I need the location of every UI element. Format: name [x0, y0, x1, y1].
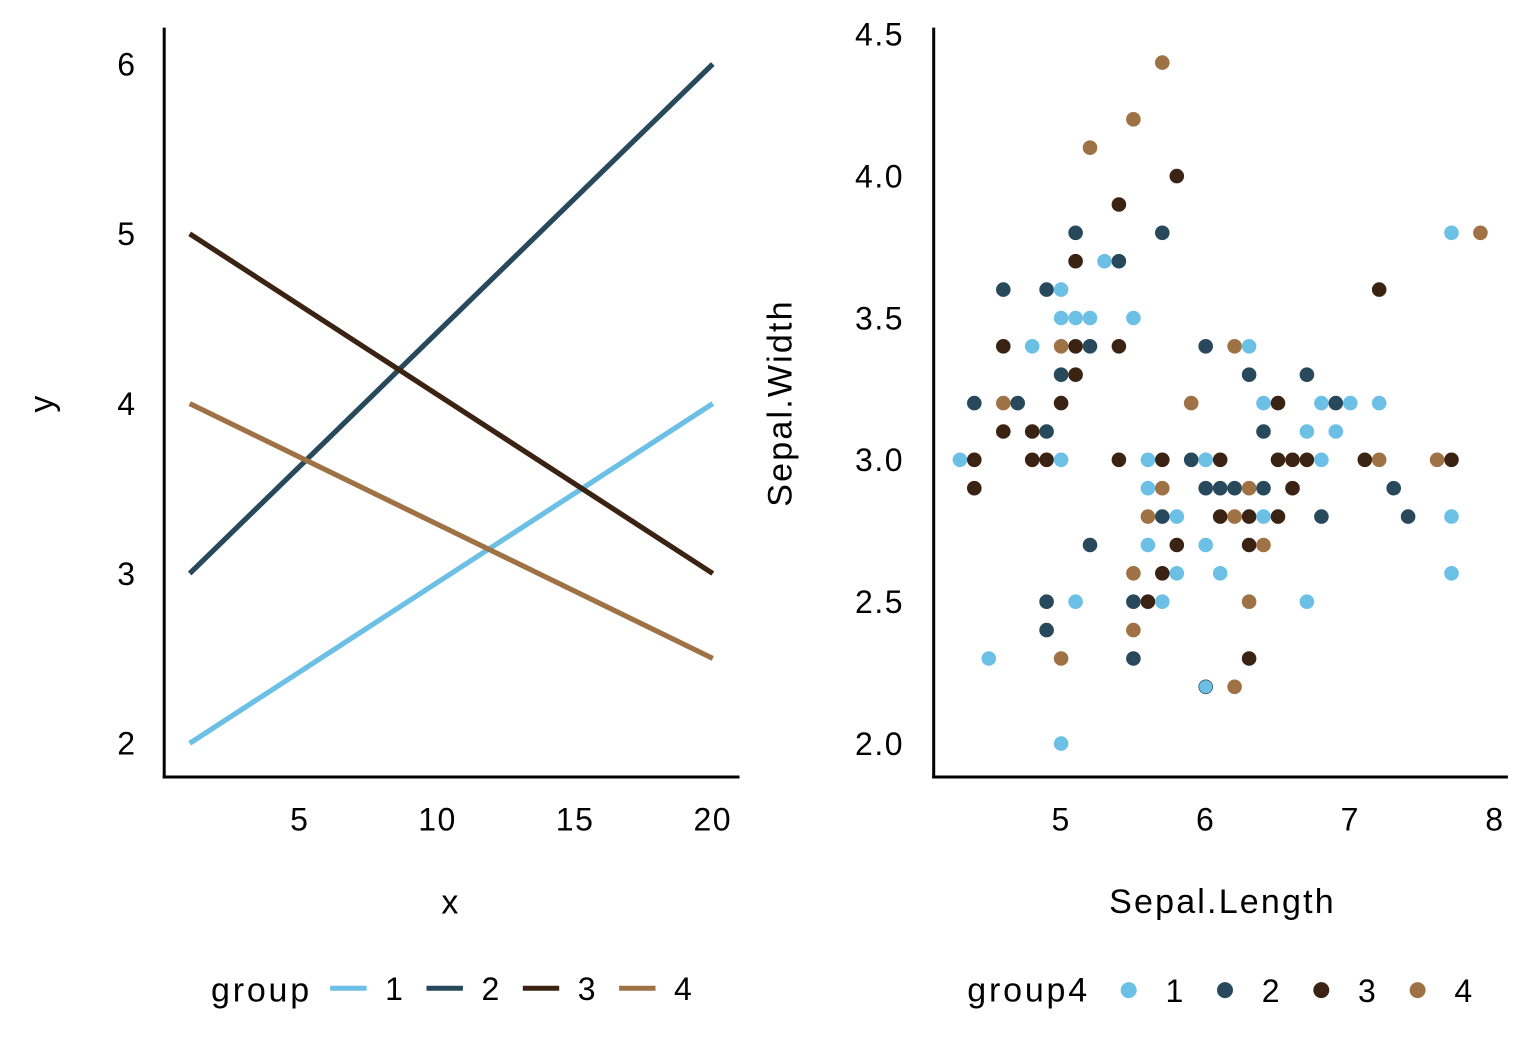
svg-text:20: 20 [694, 801, 733, 837]
svg-text:Sepal.Length: Sepal.Length [1109, 883, 1336, 921]
svg-text:7: 7 [1341, 801, 1360, 837]
svg-text:10: 10 [418, 801, 457, 837]
svg-text:2: 2 [481, 971, 500, 1007]
svg-text:Sepal.Width: Sepal.Width [762, 299, 800, 507]
svg-text:y: y [23, 393, 61, 412]
svg-text:x: x [441, 883, 460, 921]
svg-text:3.0: 3.0 [855, 442, 904, 478]
svg-text:group4: group4 [967, 971, 1090, 1009]
svg-text:5: 5 [117, 216, 136, 252]
svg-text:2.0: 2.0 [855, 726, 904, 762]
svg-text:4: 4 [117, 386, 136, 422]
svg-text:2: 2 [1262, 973, 1281, 1009]
svg-text:1: 1 [1165, 973, 1184, 1009]
svg-text:group: group [211, 971, 312, 1009]
svg-text:6: 6 [117, 46, 136, 82]
svg-text:3: 3 [578, 971, 597, 1007]
svg-text:2.5: 2.5 [855, 584, 904, 620]
svg-text:4: 4 [1454, 973, 1473, 1009]
svg-text:4.0: 4.0 [855, 158, 904, 194]
svg-text:6: 6 [1196, 801, 1215, 837]
svg-text:3: 3 [117, 556, 136, 592]
svg-text:2: 2 [117, 726, 136, 762]
svg-text:3.5: 3.5 [855, 300, 904, 336]
svg-text:5: 5 [290, 801, 309, 837]
svg-text:4: 4 [674, 971, 693, 1007]
svg-text:8: 8 [1485, 801, 1504, 837]
svg-text:3: 3 [1358, 973, 1377, 1009]
svg-text:4.5: 4.5 [855, 17, 904, 53]
svg-text:15: 15 [556, 801, 595, 837]
svg-text:1: 1 [385, 971, 404, 1007]
svg-text:5: 5 [1051, 801, 1070, 837]
